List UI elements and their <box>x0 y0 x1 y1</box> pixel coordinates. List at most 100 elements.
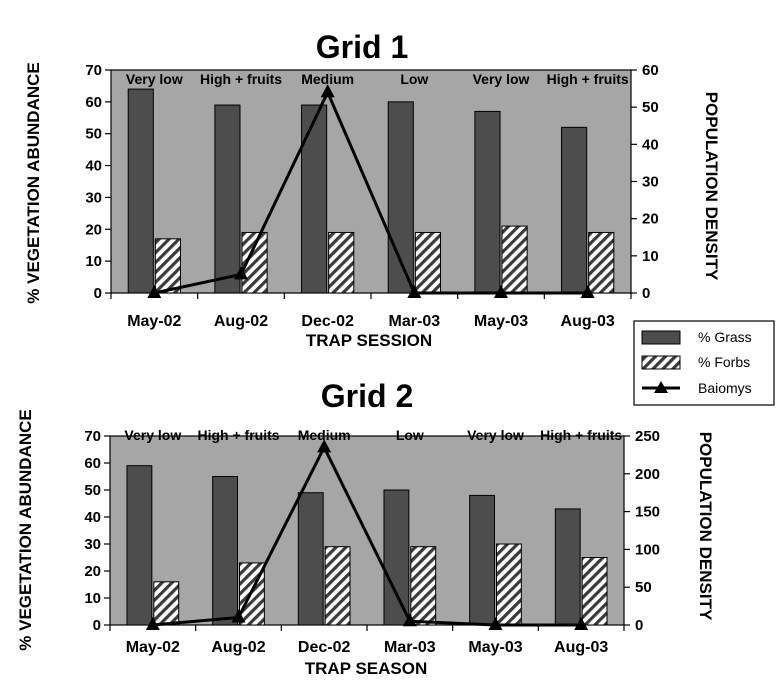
annotation-label: Medium <box>298 427 351 443</box>
legend-label-baiomys: Baiomys <box>698 380 752 396</box>
y-tick-label: 0 <box>94 285 102 302</box>
series-line-baiomys <box>154 88 588 295</box>
y2-tick-label: 150 <box>635 504 660 521</box>
y2-tick-label: 0 <box>642 285 650 302</box>
legend: % Grass % Forbs Baiomys <box>633 320 775 406</box>
bar-grass <box>212 476 238 626</box>
bar-grass <box>561 126 588 294</box>
chart-title: Grid 1 <box>316 29 408 65</box>
chart-title: Grid 2 <box>321 378 413 414</box>
x-tick-label: Aug-02 <box>211 639 265 656</box>
annotation-label: High + fruits <box>540 427 622 443</box>
chart-grid-2: Grid 2 % VEGETATION ABUNDANCE POPULATION… <box>16 378 715 678</box>
x-tick-label: May-03 <box>468 639 522 656</box>
x-tick-label: Mar-03 <box>384 639 436 656</box>
annotation-label: Low <box>396 427 424 443</box>
annotation-label: Very low <box>124 427 181 443</box>
annotation-label: High + fruits <box>547 71 629 87</box>
bar-forbs <box>324 546 351 626</box>
y-tick-label: 40 <box>85 158 102 175</box>
y2-tick-label: 200 <box>635 466 660 483</box>
bar-grass <box>554 508 581 626</box>
bar-grass <box>474 110 501 294</box>
y2-tick-label: 0 <box>635 617 643 634</box>
x-tick-label: Aug-03 <box>561 313 615 330</box>
y-tick-label: 10 <box>84 590 101 607</box>
y-tick-label: 20 <box>85 221 102 238</box>
y2-tick-label: 100 <box>635 541 660 558</box>
bar-grass <box>469 494 496 626</box>
annotation-label: Very low <box>126 71 183 87</box>
y2-tick-label: 250 <box>635 428 660 445</box>
y2-axis-label: POPULATION DENSITY <box>696 432 715 621</box>
data-point-baiomys <box>580 285 595 298</box>
bar-forbs <box>588 231 615 294</box>
data-point-baiomys <box>231 609 246 623</box>
series-line-baiomys <box>152 443 582 627</box>
bar-forbs <box>410 546 437 626</box>
x-tick-label: May-02 <box>126 639 180 656</box>
data-point-baiomys <box>402 613 417 627</box>
legend-label-forbs: % Forbs <box>698 354 750 370</box>
y-tick-label: 50 <box>84 482 101 499</box>
x-tick-label: May-03 <box>474 313 528 330</box>
bar-forbs <box>414 231 441 294</box>
y-axis-label: % VEGETATION ABUNDANCE <box>24 62 43 303</box>
data-point-baiomys <box>320 84 335 98</box>
x-tick-label: Mar-03 <box>389 313 441 330</box>
annotation-label: Very low <box>473 71 530 87</box>
y-tick-label: 40 <box>84 509 101 526</box>
x-tick-label: Dec-02 <box>298 639 351 656</box>
plot-area <box>110 69 632 294</box>
bar-forbs <box>328 231 355 294</box>
bar-forbs <box>496 543 522 626</box>
y2-tick-label: 30 <box>642 174 659 191</box>
x-tick-label: Dec-02 <box>301 313 354 330</box>
y-tick-label: 60 <box>84 455 101 472</box>
data-point-baiomys <box>494 285 508 298</box>
y2-axis-label: POPULATION DENSITY <box>702 92 721 281</box>
y-tick-label: 70 <box>84 428 101 445</box>
bar-grass <box>297 492 324 626</box>
x-axis-label: TRAP SESSION <box>306 331 432 350</box>
y-axis-label: % VEGETATION ABUNDANCE <box>16 409 35 650</box>
x-tick-label: Aug-03 <box>554 639 608 656</box>
y2-tick-label: 10 <box>642 248 659 265</box>
annotation-label: Low <box>400 71 428 87</box>
bar-grass <box>214 104 241 294</box>
annotation-label: High + fruits <box>200 71 282 87</box>
plot-area <box>109 435 625 626</box>
y-tick-label: 20 <box>84 563 101 580</box>
y2-tick-label: 50 <box>642 99 659 116</box>
annotation-label: Medium <box>301 71 354 87</box>
bar-forbs <box>153 581 180 626</box>
y2-tick-label: 20 <box>642 211 659 228</box>
legend-swatch-grass <box>641 330 681 345</box>
bar-forbs <box>581 557 608 626</box>
bar-grass <box>383 489 410 626</box>
data-point-baiomys <box>574 617 589 630</box>
annotation-label: Very low <box>467 427 524 443</box>
y-tick-label: 10 <box>85 253 102 270</box>
bar-grass <box>126 465 153 626</box>
legend-marker-baiomys <box>654 381 668 393</box>
bar-grass <box>301 104 328 294</box>
data-point-baiomys <box>488 617 503 630</box>
bar-forbs <box>501 225 528 294</box>
bar-grass <box>127 88 154 294</box>
y2-tick-label: 40 <box>642 136 659 153</box>
y-tick-label: 30 <box>85 189 102 206</box>
x-axis-label: TRAP SEASON <box>305 659 428 678</box>
chart-grid-1: Grid 1 % VEGETATION ABUNDANCE POPULATION… <box>24 29 721 350</box>
data-point-baiomys <box>234 266 248 280</box>
bar-forbs <box>154 238 181 294</box>
y-tick-label: 30 <box>84 536 101 553</box>
y-tick-label: 70 <box>85 62 102 79</box>
y-tick-label: 60 <box>85 94 102 111</box>
data-point-baiomys <box>407 285 422 298</box>
legend-swatch-forbs <box>641 355 681 370</box>
y2-tick-label: 50 <box>635 579 652 596</box>
x-tick-label: May-02 <box>127 313 181 330</box>
legend-label-grass: % Grass <box>698 329 752 345</box>
